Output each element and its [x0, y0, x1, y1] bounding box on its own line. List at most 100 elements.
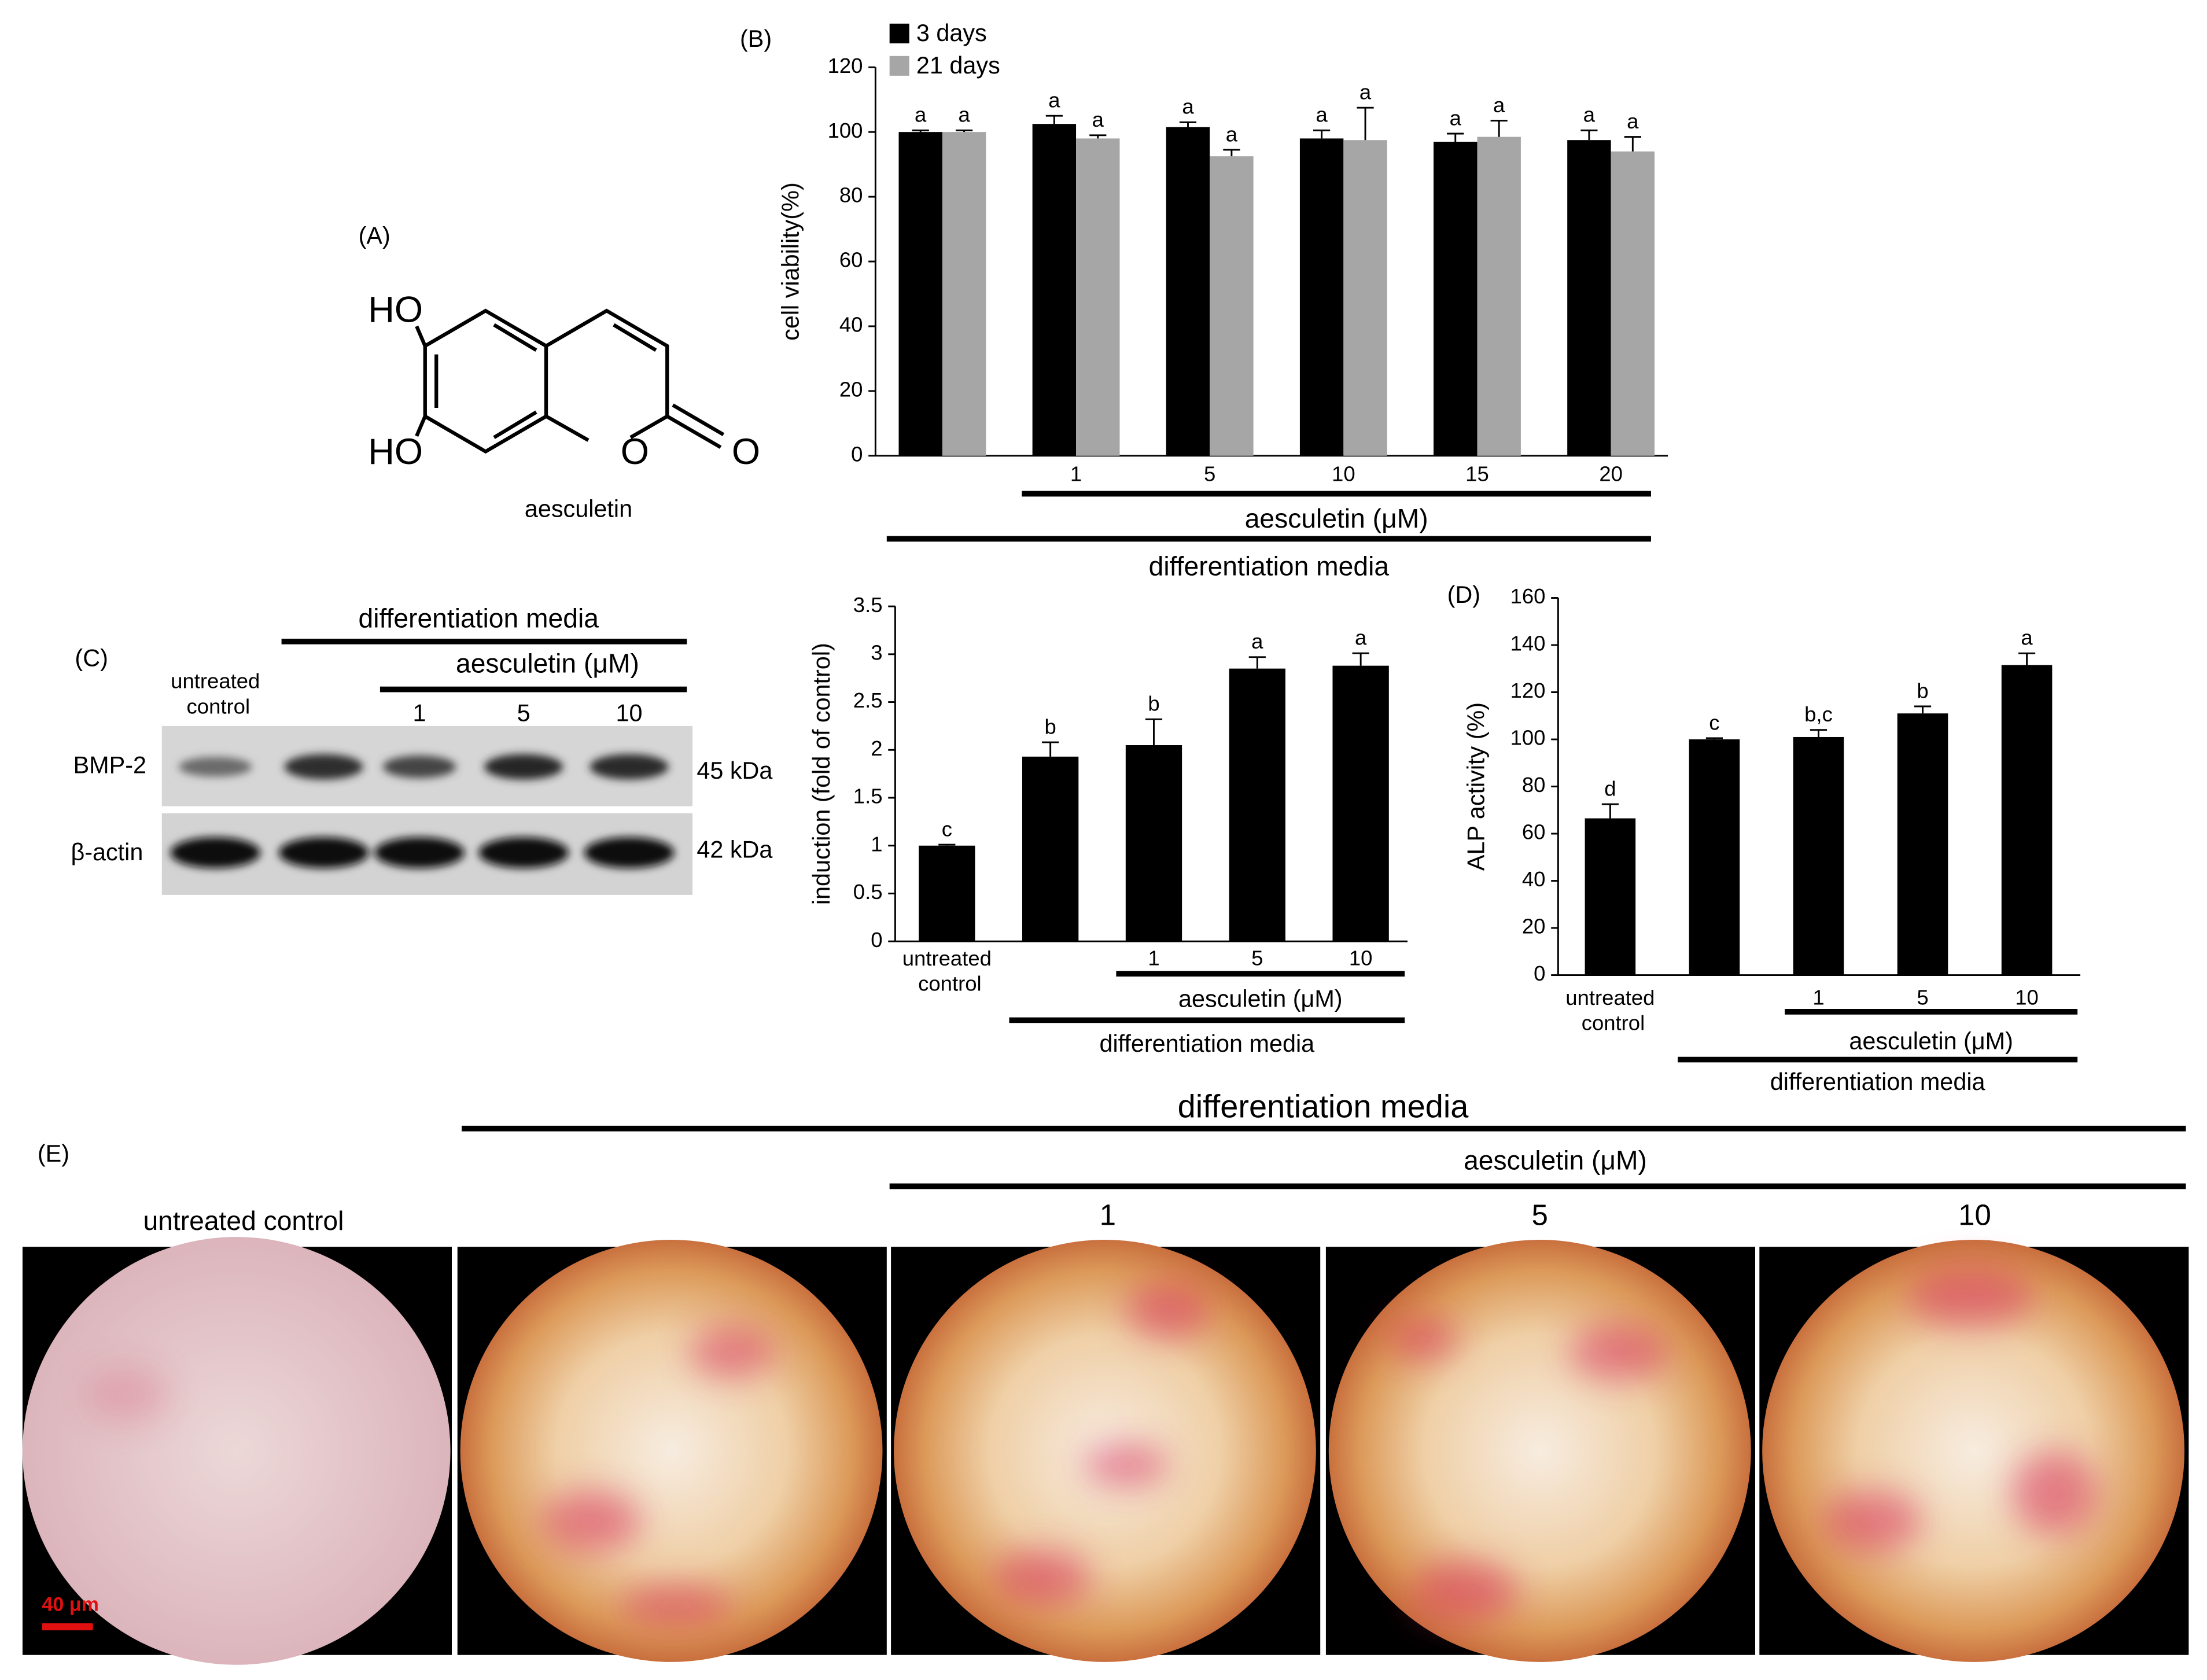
protein-label: BMP-2 — [73, 751, 146, 778]
y-tick-label: 1 — [871, 832, 882, 856]
significance-letter: a — [1092, 108, 1104, 131]
bar — [1332, 665, 1389, 942]
error-bar — [1042, 741, 1059, 757]
panel-label: (E) — [38, 1140, 69, 1167]
x-tick-label: 5 — [1204, 462, 1215, 485]
column-label: 1 — [1100, 1199, 1116, 1232]
y-tick-label: 0 — [851, 442, 863, 466]
error-bar — [1601, 803, 1619, 819]
scale-bar-label: 40 μm — [42, 1594, 98, 1616]
size-label: 42 kDa — [697, 836, 772, 863]
error-bar — [938, 843, 956, 846]
bar — [1793, 736, 1844, 975]
y-tick-label: 3 — [871, 640, 882, 664]
significance-letter: a — [1226, 122, 1238, 146]
column-label: 5 — [1532, 1199, 1548, 1232]
error-bar — [1624, 136, 1641, 152]
error-bar — [1045, 115, 1063, 124]
legend-swatch — [889, 23, 909, 43]
significance-letter: a — [1359, 80, 1372, 104]
bar — [1022, 756, 1079, 942]
error-bar — [2018, 652, 2036, 665]
lane-label: 1 — [413, 699, 426, 726]
y-tick-label: 120 — [1510, 679, 1546, 702]
bar — [1229, 668, 1285, 942]
bar — [1032, 124, 1077, 456]
bar — [919, 845, 975, 942]
bar — [1076, 138, 1120, 456]
significance-letter: a — [1251, 629, 1263, 653]
error-bar — [1248, 656, 1266, 669]
size-label: 45 kDa — [697, 757, 772, 784]
bar — [1689, 739, 1740, 975]
lane-label: 5 — [517, 699, 530, 726]
x-tick-label: 5 — [1251, 946, 1263, 970]
group-label: differentiation media — [1178, 1088, 1469, 1124]
significance-letter: c — [942, 817, 952, 841]
y-tick-label: 160 — [1510, 584, 1546, 608]
significance-letter: a — [1493, 93, 1505, 117]
x-tick-label: untreated control — [902, 946, 992, 995]
error-bar — [1223, 149, 1240, 157]
significance-letter: c — [1709, 710, 1719, 734]
micrographs — [22, 1237, 2189, 1665]
significance-letter: a — [1316, 103, 1328, 127]
error-bar — [1357, 106, 1374, 141]
atom-label: HO — [368, 289, 423, 330]
molecule — [415, 308, 725, 454]
compound-name: aesculetin — [525, 496, 632, 522]
significance-letter: b — [1045, 714, 1056, 738]
panel-label: (C) — [75, 644, 108, 671]
structure-panel: (A) HO HO O O aesculetin — [359, 223, 760, 522]
panel-label: (A) — [359, 223, 390, 249]
y-tick-label: 20 — [839, 378, 863, 401]
bar — [2001, 665, 2053, 975]
significance-letter: a — [1355, 625, 1367, 649]
significance-letter: a — [915, 103, 927, 127]
group-label: aesculetin (μM) — [1245, 503, 1428, 533]
y-axis-label: cell viability(%) — [778, 182, 804, 340]
bar — [1434, 141, 1478, 456]
group-label: differentiation media — [1770, 1069, 1985, 1095]
x-tick-label: 15 — [1465, 462, 1489, 485]
x-tick-label: 1 — [1070, 462, 1082, 485]
x-tick-label: 1 — [1148, 946, 1159, 970]
error-bar — [1313, 129, 1331, 139]
error-bar — [1447, 132, 1464, 142]
legend-swatch — [889, 56, 909, 76]
error-bar — [1810, 729, 1828, 737]
x-tick-label: untreated control — [1565, 986, 1655, 1035]
y-tick-label: 140 — [1510, 632, 1546, 655]
significance-letter: d — [1604, 776, 1616, 800]
y-tick-label: 100 — [1510, 726, 1546, 750]
group-label: aesculetin (μM) — [1178, 985, 1343, 1012]
protein-label: β-actin — [71, 839, 143, 865]
significance-letter: a — [1450, 106, 1462, 130]
group-label: differentiation media — [359, 603, 599, 633]
legend-label: 3 days — [916, 20, 987, 46]
column-label: untreated control — [143, 1206, 344, 1236]
bar — [898, 132, 942, 456]
significance-letter: a — [1627, 109, 1639, 133]
error-bar — [1179, 121, 1197, 127]
lane-label: 10 — [616, 699, 643, 726]
bar — [1897, 713, 1948, 975]
x-tick-label: 20 — [1599, 462, 1623, 485]
significance-letter: a — [1583, 103, 1596, 127]
error-bar — [1914, 705, 1932, 714]
significance-letter: a — [958, 103, 970, 127]
error-bar — [1490, 120, 1508, 137]
bar — [1567, 140, 1611, 456]
error-bar — [912, 129, 929, 132]
y-tick-label: 120 — [828, 54, 863, 78]
y-tick-label: 60 — [1522, 820, 1546, 844]
y-axis-label: induction (fold of control) — [808, 643, 835, 905]
y-tick-label: 0 — [1534, 961, 1545, 985]
panel-label: (B) — [740, 25, 772, 52]
significance-letter: b — [1917, 679, 1928, 702]
error-bar — [1089, 134, 1107, 139]
significance-letter: a — [1048, 89, 1060, 112]
y-tick-label: 2.5 — [853, 688, 883, 712]
bar — [1125, 745, 1182, 942]
